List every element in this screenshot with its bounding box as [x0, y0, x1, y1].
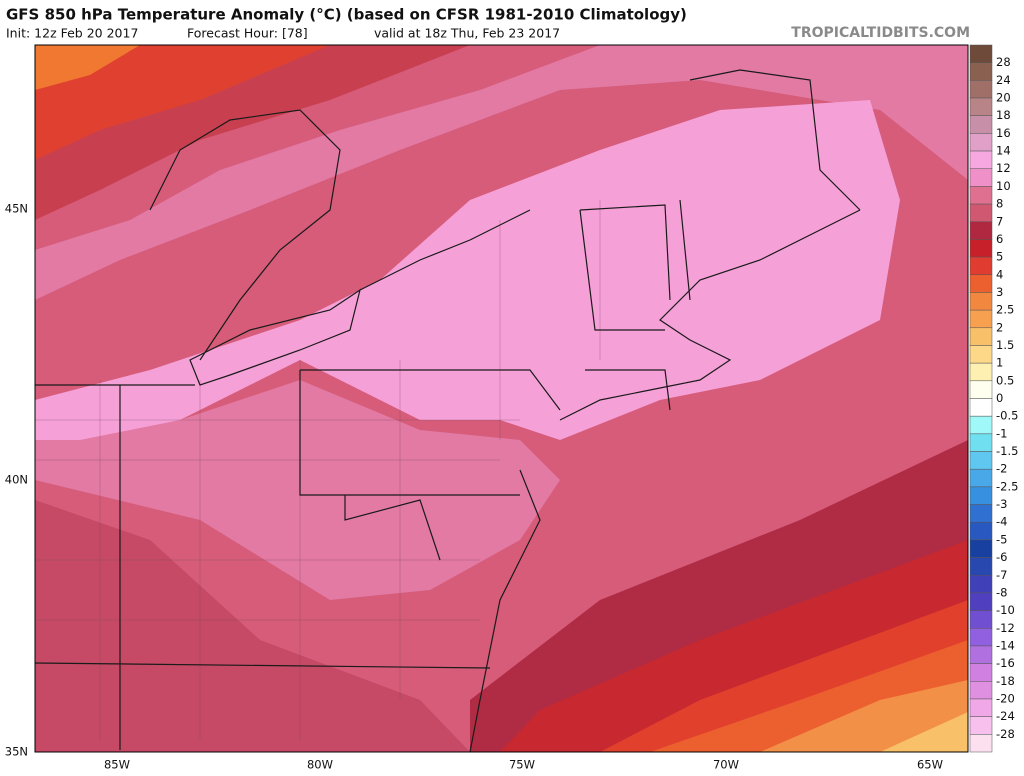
colorbar-swatch: [969, 451, 993, 470]
colorbar-label: -1.5: [996, 444, 1018, 458]
colorbar-label: 2: [996, 320, 1003, 334]
colorbar-swatch: [969, 380, 993, 399]
lon-label: 85W: [104, 758, 130, 772]
colorbar-swatch: [969, 698, 993, 717]
lat-labels: 45N 40N 35N: [5, 202, 28, 759]
colorbar-label: 16: [996, 126, 1011, 140]
colorbar-swatch: [969, 362, 993, 382]
colorbar-swatch: [969, 592, 993, 611]
colorbar-swatch: [969, 256, 993, 276]
colorbar-swatch: [969, 539, 993, 558]
colorbar-label: -18: [996, 674, 1015, 688]
colorbar-label: -6: [996, 550, 1007, 564]
colorbar-label: 1: [996, 356, 1003, 370]
colorbar-label: -20: [996, 691, 1015, 705]
forecast-hour: Forecast Hour: [78]: [187, 26, 308, 41]
colorbar-swatch: [969, 504, 993, 523]
colorbar-label: -4: [996, 515, 1007, 529]
colorbar-label: -2.5: [996, 479, 1018, 493]
colorbar-label: -16: [996, 656, 1015, 670]
lat-label: 40N: [5, 473, 28, 487]
colorbar-swatch: [969, 398, 993, 417]
colorbar-label: 12: [996, 161, 1011, 175]
map-frame: [34, 44, 969, 753]
colorbar-swatch: [969, 97, 993, 116]
colorbar-swatch: [969, 681, 993, 700]
lon-label: 80W: [307, 758, 333, 772]
map: [35, 45, 968, 752]
colorbar-label: 3: [996, 285, 1003, 299]
title: GFS 850 hPa Temperature Anomaly (°C) (ba…: [6, 6, 687, 24]
colorbar-label: 10: [996, 179, 1011, 193]
colorbar-label: 4: [996, 267, 1003, 281]
lon-label: 75W: [509, 758, 535, 772]
colorbar-label: -5: [996, 532, 1007, 546]
colorbar-label: 14: [996, 144, 1011, 158]
colorbar-swatch: [969, 645, 993, 664]
colorbar-label: 8: [996, 197, 1003, 211]
colorbar-swatch: [969, 415, 993, 435]
lon-label: 65W: [917, 758, 943, 772]
colorbar-label: -8: [996, 585, 1007, 599]
colorbar-swatch: [969, 274, 993, 293]
colorbar-swatch: [969, 239, 993, 258]
colorbar-label: -0.5: [996, 409, 1018, 423]
colorbar-swatch: [969, 150, 993, 169]
colorbar-swatch: [969, 486, 993, 505]
colorbar-swatch: [969, 345, 993, 364]
colorbar-swatch: [969, 44, 993, 63]
colorbar-label: -28: [996, 727, 1015, 741]
colorbar-label: -7: [996, 568, 1007, 582]
colorbar: 28 24 20 18 16 14 12 10 8 7 6 5 4 3 2.5 2 1.5 1 0.5 0 -0.5 -1…: [969, 44, 1018, 753]
colorbar-label: -3: [996, 497, 1007, 511]
colorbar-label: 5: [996, 250, 1003, 264]
colorbar-swatch: [969, 628, 993, 647]
colorbar-swatch: [969, 203, 993, 222]
lon-labels: 85W 80W 75W 70W 65W: [104, 758, 943, 772]
colorbar-label: -2: [996, 462, 1007, 476]
colorbar-swatch: [969, 186, 993, 205]
colorbar-label: 6: [996, 232, 1003, 246]
colorbar-label: 18: [996, 108, 1011, 122]
colorbar-swatch: [969, 115, 993, 134]
colorbar-swatch: [969, 133, 993, 152]
colorbar-label: 0.5: [996, 373, 1014, 387]
colorbar-swatch: [969, 433, 993, 452]
colorbar-label: -14: [996, 638, 1015, 652]
colorbar-label: -24: [996, 709, 1015, 723]
colorbar-label: -1: [996, 426, 1007, 440]
colorbar-label: 0: [996, 391, 1003, 405]
lat-label: 45N: [5, 202, 28, 216]
site-name: TROPICALTIDBITS.COM: [791, 25, 970, 41]
colorbar-label: -12: [996, 621, 1015, 635]
colorbar-swatch: [969, 468, 993, 488]
colorbar-label: 20: [996, 91, 1011, 105]
colorbar-swatch: [969, 292, 993, 311]
valid-time: valid at 18z Thu, Feb 23 2017: [374, 26, 560, 41]
colorbar-swatch: [969, 610, 993, 629]
lat-label: 35N: [5, 745, 28, 759]
lon-label: 70W: [713, 758, 739, 772]
colorbar-label: 28: [996, 55, 1011, 69]
colorbar-label: 2.5: [996, 303, 1014, 317]
colorbar-swatch: [969, 575, 993, 594]
colorbar-swatch: [969, 557, 993, 576]
colorbar-label: -10: [996, 603, 1015, 617]
colorbar-swatch: [969, 309, 993, 329]
colorbar-swatch: [969, 734, 993, 753]
colorbar-swatch: [969, 62, 993, 81]
colorbar-swatch: [969, 716, 993, 735]
colorbar-swatch: [969, 663, 993, 682]
init-time: Init: 12z Feb 20 2017: [6, 26, 138, 41]
colorbar-swatch: [969, 521, 993, 541]
colorbar-label: 7: [996, 214, 1003, 228]
colorbar-swatch: [969, 327, 993, 346]
colorbar-label: 24: [996, 73, 1011, 87]
colorbar-label: 1.5: [996, 338, 1014, 352]
colorbar-swatch: [969, 221, 993, 240]
colorbar-swatch: [969, 168, 993, 187]
colorbar-swatch: [969, 80, 993, 99]
